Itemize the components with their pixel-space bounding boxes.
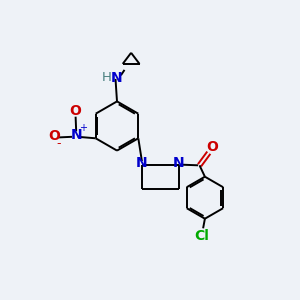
Text: N: N	[136, 156, 147, 170]
Text: +: +	[79, 123, 87, 134]
Text: N: N	[173, 156, 184, 170]
Text: Cl: Cl	[194, 229, 209, 243]
Text: O: O	[206, 140, 218, 154]
Text: O: O	[70, 104, 82, 118]
Text: O: O	[48, 129, 60, 143]
Text: H: H	[102, 71, 111, 84]
Text: N: N	[111, 71, 123, 85]
Text: -: -	[57, 137, 61, 151]
Text: N: N	[70, 128, 82, 142]
